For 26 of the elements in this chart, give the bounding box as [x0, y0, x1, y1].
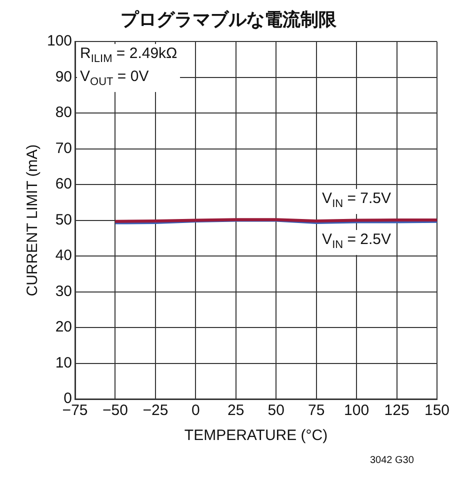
x-tick-label: 0 [192, 402, 200, 420]
x-tick-label: 150 [424, 402, 450, 420]
x-tick-label: 50 [268, 402, 284, 420]
y-tick-label: 90 [55, 68, 72, 86]
y-tick-label: 10 [55, 354, 72, 372]
series-label: V$_{IN}$ = 2.5V [319, 230, 394, 255]
y-tick-label: 70 [55, 140, 72, 157]
text: R$_{ILIM}$ = 2.49kΩ V$_{OUT}$ = 0V [80, 44, 178, 88]
series-label: V$_{IN}$ = 7.5V [319, 189, 394, 214]
x-axis-title: TEMPERATURE (°C) [184, 427, 328, 444]
x-tick-label: −25 [142, 402, 168, 420]
x-tick-label: 75 [308, 402, 325, 420]
x-tick-label: 25 [228, 402, 244, 420]
y-tick-label: 20 [55, 318, 72, 336]
y-tick-label: 30 [55, 282, 72, 300]
text: 3042 G30 [367, 451, 417, 471]
y-tick-label: 80 [55, 104, 72, 122]
y-tick-label: 50 [55, 211, 72, 228]
x-tick-label: 125 [384, 402, 410, 420]
y-tick-label: 100 [46, 32, 72, 50]
x-tick-label: −50 [102, 402, 128, 420]
y-tick-label: 40 [55, 247, 72, 264]
y-axis-title: CURRENT LIMIT (mA) [24, 144, 42, 296]
y-tick-label: 60 [55, 176, 72, 193]
x-tick-label: 100 [344, 402, 370, 420]
chart-title: プログラマブルな電流制限 [120, 9, 338, 30]
